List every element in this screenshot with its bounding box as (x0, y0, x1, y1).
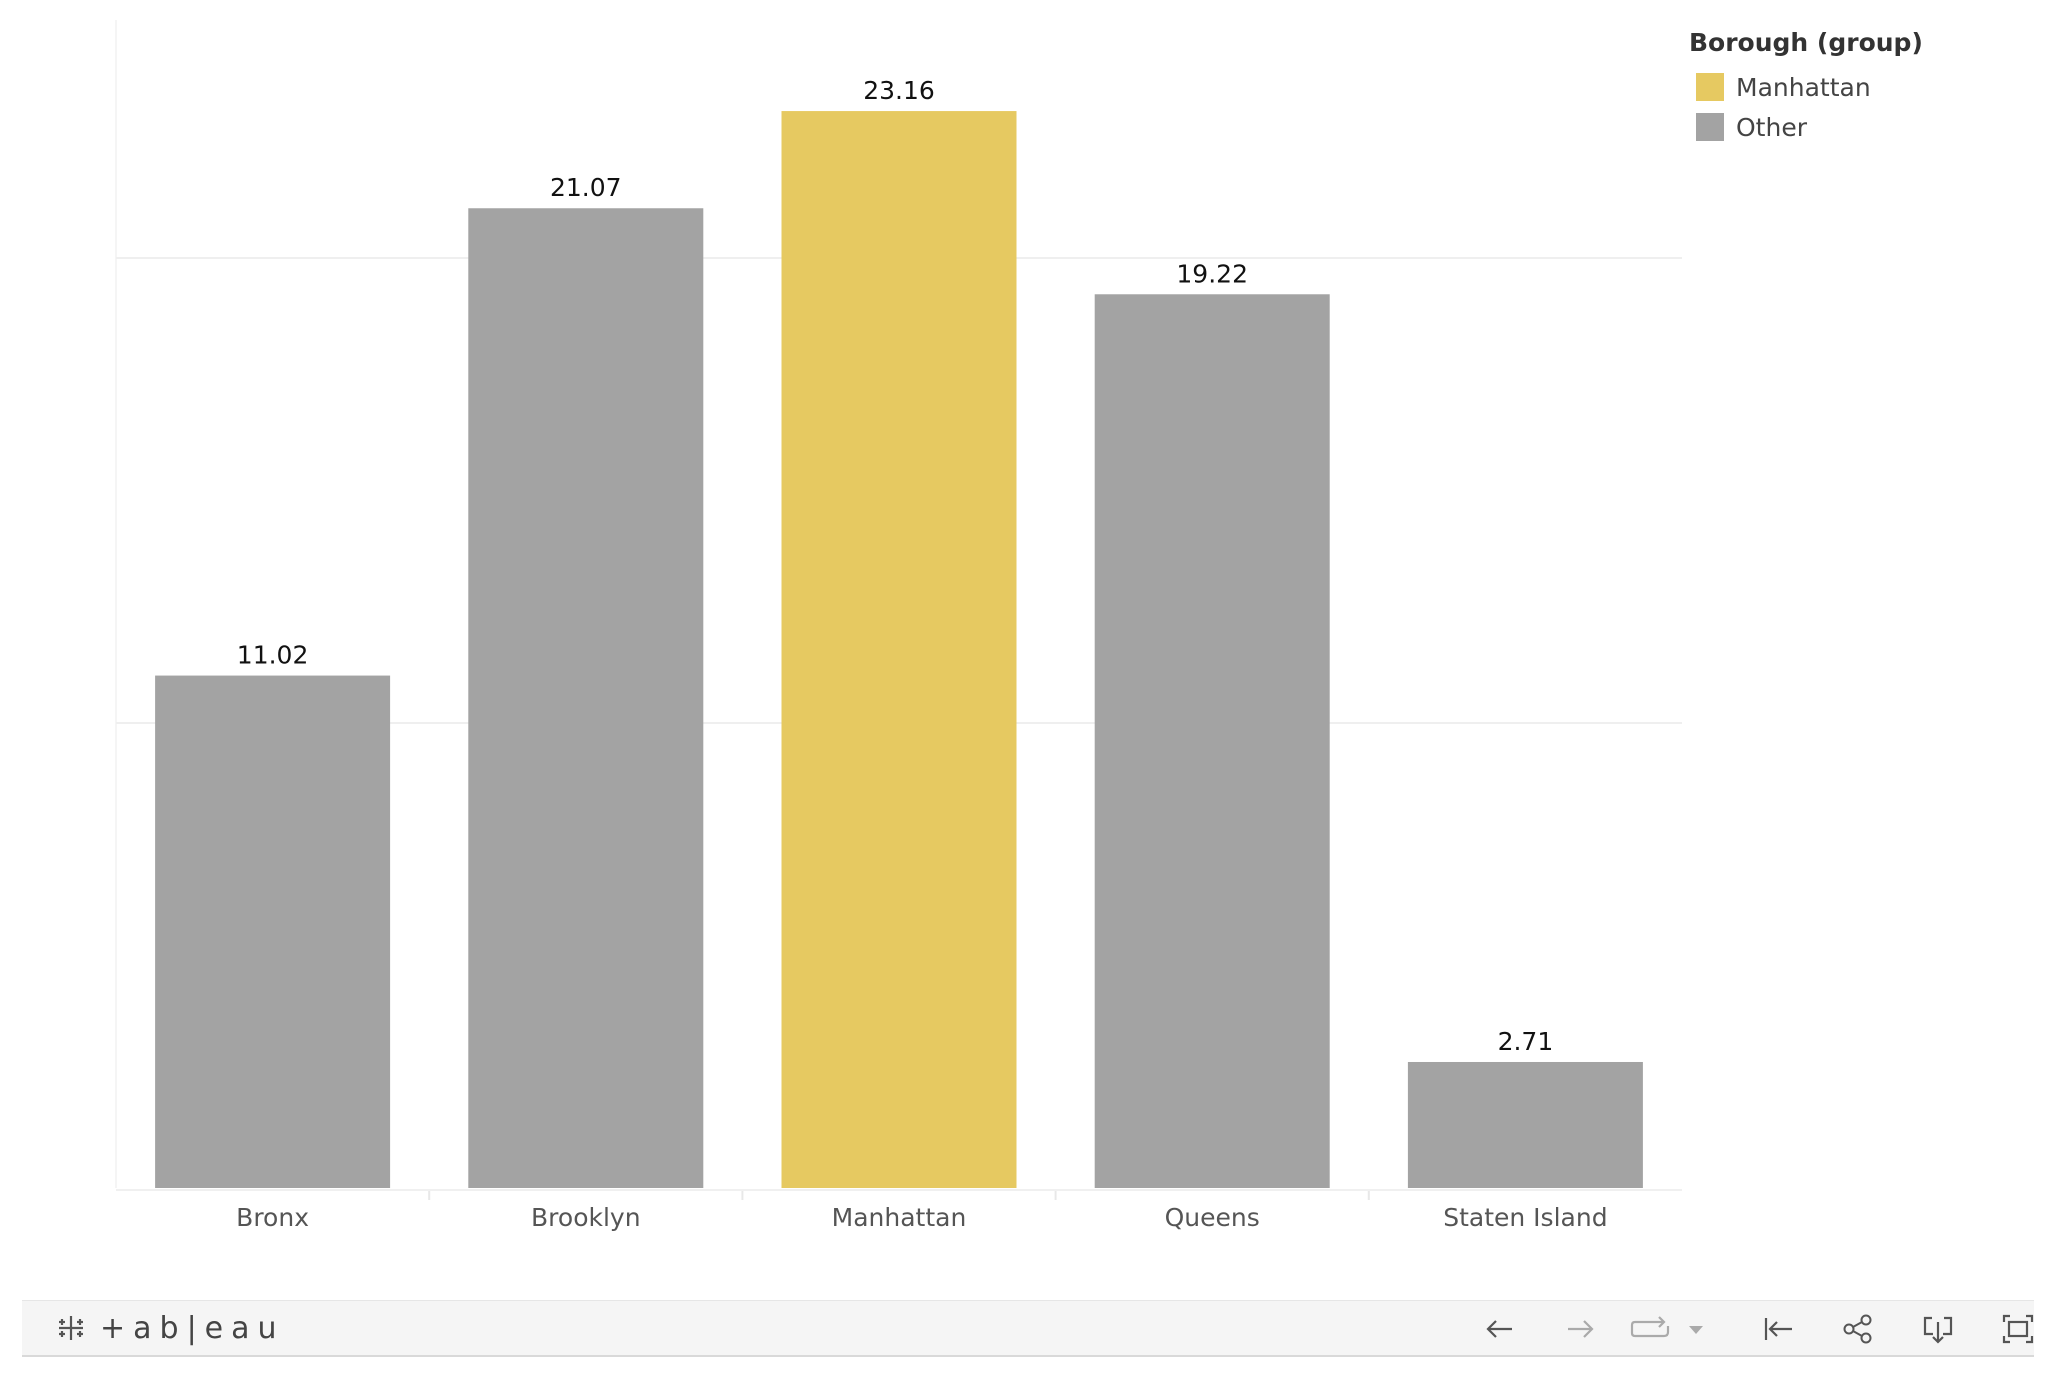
legend-label-manhattan: Manhattan (1736, 72, 1871, 102)
data-label-bronx: 11.02 (237, 641, 309, 670)
legend-title: Borough (group) (1689, 28, 1923, 57)
bar-brooklyn[interactable] (468, 208, 704, 1188)
legend-swatch-manhattan (1696, 73, 1724, 101)
tableau-toolbar: +ab|eau (22, 1300, 2034, 1357)
data-label-queens: 19.22 (1176, 259, 1248, 288)
data-label-brooklyn: 21.07 (550, 173, 622, 202)
bar-staten-island[interactable] (1407, 1061, 1643, 1188)
bar-chart: 11.02 21.07 23.16 19.22 2.71 Bronx Brooklyn Ma… (115, 20, 1682, 1232)
x-tick-label-queens: Queens (1165, 1203, 1260, 1232)
tableau-logo-text: +ab|eau (100, 1310, 285, 1346)
legend-swatch-other (1696, 113, 1724, 141)
legend-label-other: Other (1736, 112, 1807, 142)
x-tick-label-bronx: Bronx (236, 1203, 309, 1232)
revert-icon[interactable] (1626, 1312, 1674, 1346)
tableau-logo[interactable]: +ab|eau (54, 1309, 285, 1347)
x-tick-label-brooklyn: Brooklyn (531, 1203, 641, 1232)
bar-bronx[interactable] (155, 675, 391, 1188)
data-labels: 11.02 21.07 23.16 19.22 2.71 (237, 76, 1553, 1056)
share-icon[interactable] (1840, 1312, 1876, 1346)
bar-manhattan[interactable] (781, 111, 1017, 1188)
tableau-logo-icon (59, 1316, 83, 1340)
fullscreen-icon[interactable] (2000, 1312, 2036, 1346)
reset-icon[interactable] (1760, 1312, 1796, 1346)
x-axis: Bronx Brooklyn Manhattan Queens Staten Islan… (236, 1191, 1608, 1232)
dropdown-icon[interactable] (1686, 1312, 1706, 1346)
redo-icon[interactable] (1562, 1312, 1598, 1346)
bars (155, 111, 1643, 1188)
legend-item-other[interactable]: Other (1689, 107, 1923, 147)
data-label-staten-island: 2.71 (1498, 1027, 1554, 1056)
download-icon[interactable] (1920, 1312, 1956, 1346)
undo-icon[interactable] (1482, 1312, 1518, 1346)
data-label-manhattan: 23.16 (863, 76, 935, 105)
legend-item-manhattan[interactable]: Manhattan (1689, 67, 1923, 107)
x-tick-label-manhattan: Manhattan (832, 1203, 967, 1232)
legend: Borough (group) Manhattan Other (1689, 28, 1923, 147)
x-tick-label-staten-island: Staten Island (1443, 1203, 1607, 1232)
bar-queens[interactable] (1094, 294, 1330, 1188)
